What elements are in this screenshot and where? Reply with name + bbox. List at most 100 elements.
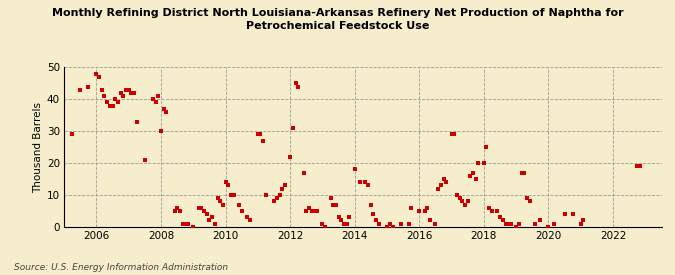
Point <box>236 209 247 213</box>
Point <box>325 196 336 200</box>
Point <box>360 180 371 185</box>
Text: Monthly Refining District North Louisiana-Arkansas Refinery Net Production of Na: Monthly Refining District North Louisian… <box>52 8 623 31</box>
Point <box>395 221 406 226</box>
Point <box>481 145 492 149</box>
Point <box>261 193 271 197</box>
Point <box>193 205 204 210</box>
Point <box>331 202 342 207</box>
Point <box>317 221 328 226</box>
Point <box>156 129 167 133</box>
Point <box>441 180 452 185</box>
Point <box>126 91 137 95</box>
Point <box>454 196 465 200</box>
Point <box>373 221 384 226</box>
Point <box>406 205 416 210</box>
Point <box>220 180 231 185</box>
Point <box>543 225 554 229</box>
Point <box>148 97 159 101</box>
Point <box>632 164 643 169</box>
Point <box>274 193 285 197</box>
Point <box>113 100 124 105</box>
Point <box>387 225 398 229</box>
Point <box>244 218 255 223</box>
Point <box>495 215 506 219</box>
Point <box>446 132 457 137</box>
Point <box>368 212 379 216</box>
Point <box>171 205 182 210</box>
Point <box>634 164 645 169</box>
Point <box>99 94 110 98</box>
Point <box>207 215 217 219</box>
Point <box>312 209 323 213</box>
Point <box>381 225 392 229</box>
Point <box>91 72 102 76</box>
Point <box>212 196 223 200</box>
Point <box>83 84 94 89</box>
Point <box>285 155 296 159</box>
Point <box>519 170 530 175</box>
Point <box>94 75 105 79</box>
Point <box>153 94 164 98</box>
Point <box>430 221 441 226</box>
Point <box>309 209 320 213</box>
Point <box>470 177 481 181</box>
Point <box>350 167 360 172</box>
Point <box>121 87 132 92</box>
Point <box>107 103 118 108</box>
Point <box>414 209 425 213</box>
Point <box>449 132 460 137</box>
Point <box>529 221 540 226</box>
Point <box>363 183 374 188</box>
Point <box>425 218 435 223</box>
Point <box>487 209 497 213</box>
Point <box>419 209 430 213</box>
Point <box>433 186 443 191</box>
Point <box>217 202 228 207</box>
Point <box>178 221 188 226</box>
Point <box>298 170 309 175</box>
Point <box>462 199 473 204</box>
Point <box>344 215 354 219</box>
Point <box>335 218 346 223</box>
Point <box>132 119 142 124</box>
Point <box>158 107 169 111</box>
Point <box>468 170 479 175</box>
Point <box>288 126 298 130</box>
Point <box>129 91 140 95</box>
Point <box>460 202 470 207</box>
Point <box>503 221 514 226</box>
Point <box>115 91 126 95</box>
Point <box>578 218 589 223</box>
Point <box>180 221 190 226</box>
Point <box>559 212 570 216</box>
Point <box>435 183 446 188</box>
Point <box>225 193 236 197</box>
Point <box>497 218 508 223</box>
Point <box>258 139 269 143</box>
Point <box>204 218 215 223</box>
Point <box>269 199 279 204</box>
Point <box>452 193 462 197</box>
Point <box>118 94 129 98</box>
Point <box>371 218 382 223</box>
Point <box>522 196 533 200</box>
Point <box>277 186 288 191</box>
Point <box>567 212 578 216</box>
Point <box>465 174 476 178</box>
Point <box>255 132 266 137</box>
Point <box>484 205 495 210</box>
Text: Source: U.S. Energy Information Administration: Source: U.S. Energy Information Administ… <box>14 263 227 272</box>
Point <box>327 202 338 207</box>
Point <box>110 97 121 101</box>
Point <box>384 221 395 226</box>
Point <box>290 81 301 86</box>
Y-axis label: Thousand Barrels: Thousand Barrels <box>32 102 43 192</box>
Point <box>403 221 414 226</box>
Point <box>223 183 234 188</box>
Point <box>342 221 352 226</box>
Point <box>228 193 239 197</box>
Point <box>524 199 535 204</box>
Point <box>514 221 524 226</box>
Point <box>102 100 113 105</box>
Point <box>161 110 172 114</box>
